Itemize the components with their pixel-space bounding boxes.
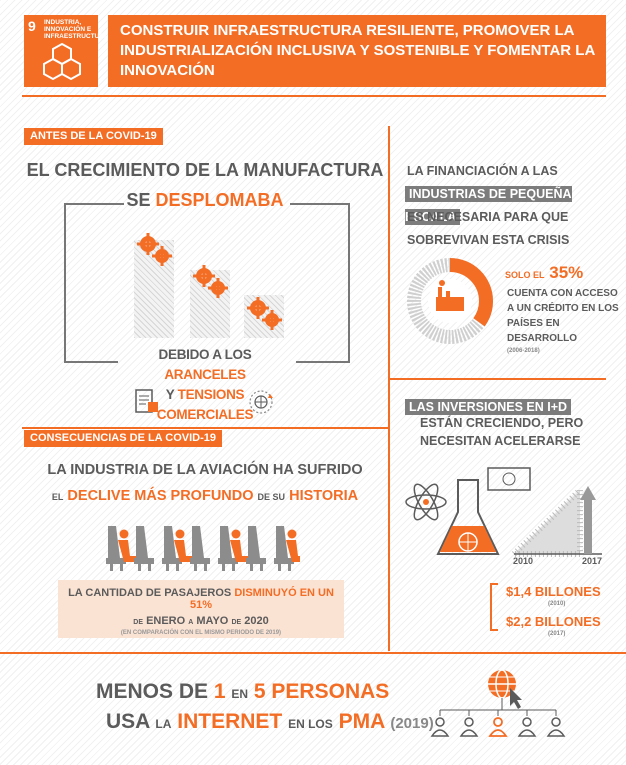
rd-amount-2010: $1,4 BILLONES	[506, 584, 601, 599]
gears-icon	[137, 233, 172, 266]
column-divider	[388, 126, 390, 651]
section-tag-consequences: CONSECUENCIAS DE LA COVID-19	[24, 430, 223, 447]
internet-text: MENOS DE	[96, 680, 209, 703]
rd-investment-illustration	[405, 467, 602, 557]
headline-text: EL CRECIMIENTO DE LA MANUFACTURA	[26, 160, 384, 180]
rd-highlight: LAS INVERSIONES EN I+D	[405, 399, 572, 415]
aviation-text: DE SU	[257, 492, 286, 502]
credit-description: CUENTA CON ACCESO A UN CRÉDITO EN LOS PA…	[507, 286, 626, 346]
headline-emphasis: DESPLOMABA	[155, 190, 284, 210]
internet-text: EN LOS	[288, 717, 333, 731]
bracket-line	[348, 203, 350, 363]
passenger-emphasis: DISMINUYÓ EN UN 51%	[189, 587, 334, 611]
financing-line-2: INDUSTRIAS DE PEQUEÑA ESCALA	[405, 183, 626, 229]
decline-bar	[190, 270, 230, 338]
cursor-icon	[510, 688, 522, 709]
internet-text: EN	[231, 687, 249, 701]
rd-title: LAS INVERSIONES EN I+D	[405, 396, 572, 419]
page-title: CONSTRUIR INFRAESTRUCTURA RESILIENTE, PR…	[120, 22, 595, 79]
globe-trade-icon	[249, 390, 273, 414]
financing-line-4: SOBREVIVAN ESTA CRISIS	[407, 233, 570, 247]
internet-line-2: USA LA INTERNET EN LOS PMA (2019)	[106, 710, 434, 734]
passenger-text: LA CANTIDAD DE PASAJEROS	[68, 587, 232, 599]
headline-text: SE	[126, 190, 151, 210]
aviation-headline: LA INDUSTRIA DE LA AVIACIÓN HA SUFRIDO	[47, 462, 363, 478]
internet-emphasis: 1	[213, 680, 226, 703]
passenger-text: A	[188, 619, 194, 626]
sdg-logo: 9 INDUSTRIA, INNOVACIÓN E INFRAESTRUCTUR…	[24, 15, 109, 87]
rd-line-2: ESTÁN CRECIENDO, PERO	[420, 416, 584, 430]
passenger-stat-box: LA CANTIDAD DE PASAJEROS DISMINUYÓ EN UN…	[58, 580, 344, 638]
passenger-text: 2020	[244, 615, 269, 627]
atom-icon	[405, 483, 447, 521]
aviation-emphasis: HISTORIA	[289, 488, 359, 504]
credit-desc-line: CUENTA CON ACCESO	[507, 288, 618, 299]
donut-arc	[407, 258, 493, 344]
bracket-line	[290, 203, 350, 205]
passenger-text: MAYO	[196, 615, 229, 627]
rd-bracket	[490, 583, 498, 585]
financing-line-3: ES NECESARIA PARA QUE	[407, 210, 569, 224]
internet-emphasis: PMA	[338, 710, 385, 733]
section-divider	[388, 378, 606, 380]
cubes-icon	[43, 42, 81, 81]
credit-donut-chart	[407, 258, 493, 344]
divider	[22, 95, 606, 97]
reason-text: Y	[165, 387, 175, 402]
bracket-line	[64, 361, 118, 363]
passenger-text: ENERO	[146, 615, 186, 627]
passenger-line-1: LA CANTIDAD DE PASAJEROS DISMINUYÓ EN UN…	[58, 587, 344, 611]
internet-emphasis: 5 PERSONAS	[253, 680, 390, 703]
internet-text: USA	[106, 710, 150, 733]
tariffs-reason: DEBIDO A LOS ARANCELES Y TENSIONS COMERC…	[120, 345, 290, 425]
passenger-text: DE	[231, 619, 242, 626]
internet-emphasis: INTERNET	[177, 710, 283, 733]
credit-percent: SOLO EL 35%	[505, 263, 583, 283]
rd-year-2017: (2017)	[548, 631, 566, 637]
manufacturing-headline: EL CRECIMIENTO DE LA MANUFACTURA	[22, 160, 388, 181]
rd-year-2010: (2010)	[548, 601, 566, 607]
goal-name: INDUSTRIA, INNOVACIÓN E INFRAESTRUCTURA	[44, 19, 109, 40]
gears-icon	[247, 297, 282, 330]
section-divider	[22, 427, 388, 429]
reason-text: DEBIDO A LOS	[158, 347, 252, 362]
bracket-line	[64, 203, 124, 205]
bracket-line	[296, 361, 350, 363]
credit-desc-line: PAÍSES EN DESARROLLO	[507, 318, 577, 344]
passenger-note: (EN COMPARACIÓN CON EL MISMO PERIODO DE …	[120, 630, 282, 636]
rd-amount-2017: $2,2 BILLONES	[506, 614, 601, 629]
internet-year: (2019)	[390, 715, 434, 732]
rd-year-end: 2017	[582, 556, 603, 566]
gears-icon	[193, 265, 228, 298]
aviation-text: EL	[51, 492, 64, 502]
airplane-seats-illustration	[106, 526, 300, 571]
aviation-emphasis: DECLIVE MÁS PROFUNDO	[67, 488, 254, 504]
header-banner: CONSTRUIR INFRAESTRUCTURA RESILIENTE, PR…	[108, 15, 606, 87]
only-label: SOLO EL	[505, 270, 545, 280]
rd-bracket	[490, 583, 492, 631]
internet-line-1: MENOS DE 1 EN 5 PERSONAS	[96, 680, 389, 704]
reason-emphasis: TENSIONS COMERCIALES	[156, 387, 254, 422]
credit-years: (2006-2018)	[507, 348, 540, 354]
rd-year-start: 2010	[513, 556, 534, 566]
financing-line-1: LA FINANCIACIÓN A LAS	[407, 164, 558, 178]
aviation-subheadline: EL DECLIVE MÁS PROFUNDO DE SU HISTORIA	[22, 488, 388, 504]
passenger-line-2: DE ENERO A MAYO DE 2020	[58, 615, 344, 627]
reason-emphasis: ARANCELES	[164, 367, 246, 382]
section-tag-before: ANTES DE LA COVID-19	[24, 128, 163, 145]
internet-text: LA	[155, 717, 172, 731]
credit-desc-line: A UN CRÉDITO EN LOS	[507, 303, 619, 314]
percent-value: 35%	[549, 263, 584, 282]
rd-bracket	[490, 629, 498, 631]
document-icon	[135, 389, 158, 413]
bracket-line	[64, 203, 66, 363]
section-divider	[0, 652, 626, 654]
passenger-text: DE	[133, 619, 143, 626]
internet-network-illustration	[430, 669, 566, 737]
manufacturing-subheadline: SE DESPLOMABA	[22, 190, 388, 211]
rd-line-3: NECESITAN ACELERARSE	[420, 434, 581, 448]
goal-number: 9	[28, 18, 36, 34]
